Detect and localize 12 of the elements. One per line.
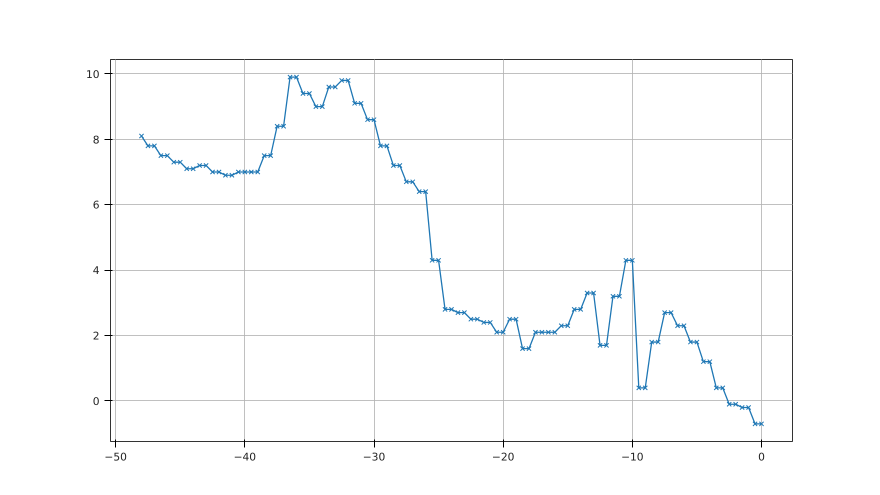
x-tick-label: −20 [492,450,515,464]
y-tick-label: 2 [92,330,100,343]
y-tick-label: 8 [92,133,100,146]
y-tick-label: 10 [86,68,100,81]
x-tick-label: −30 [362,450,386,464]
y-tick-label: 4 [92,264,100,278]
x-tick-label: −10 [621,450,644,464]
x-tick-label: 0 [758,450,766,464]
y-tick-label: 0 [92,394,100,408]
x-tick-label: −50 [104,450,128,464]
x-tick-label: −40 [234,450,256,464]
y-tick-label: 6 [92,198,100,212]
